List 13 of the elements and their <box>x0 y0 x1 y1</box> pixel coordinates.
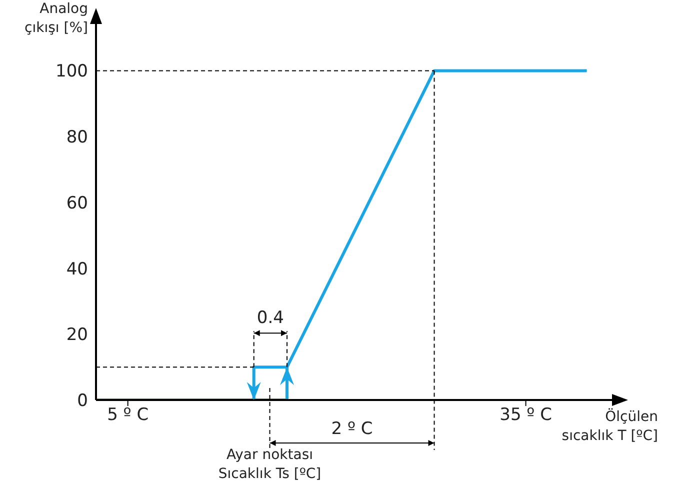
y-tick-label: 0 <box>77 391 88 412</box>
y-tick-label: 60 <box>66 193 88 214</box>
x-tick-label: 5 º C <box>107 405 149 426</box>
text: 2 º C <box>330 419 374 439</box>
x-axis-title: Ölçülen sıcaklık T [ºC] <box>562 408 658 446</box>
y-tick-label: 20 <box>66 325 88 346</box>
y-axis-title: Analog çıkışı [%] <box>24 0 88 38</box>
y-tick-label: 40 <box>66 259 88 280</box>
y-tick-label: 100 <box>56 62 88 82</box>
y-tick-label: 80 <box>66 128 88 148</box>
x-tick-label: 35 º C <box>500 405 552 426</box>
annotation: 0.4 <box>256 308 285 328</box>
ref-line-label: Ayar noktası Sıcaklık Ts [ºC] <box>217 446 322 484</box>
